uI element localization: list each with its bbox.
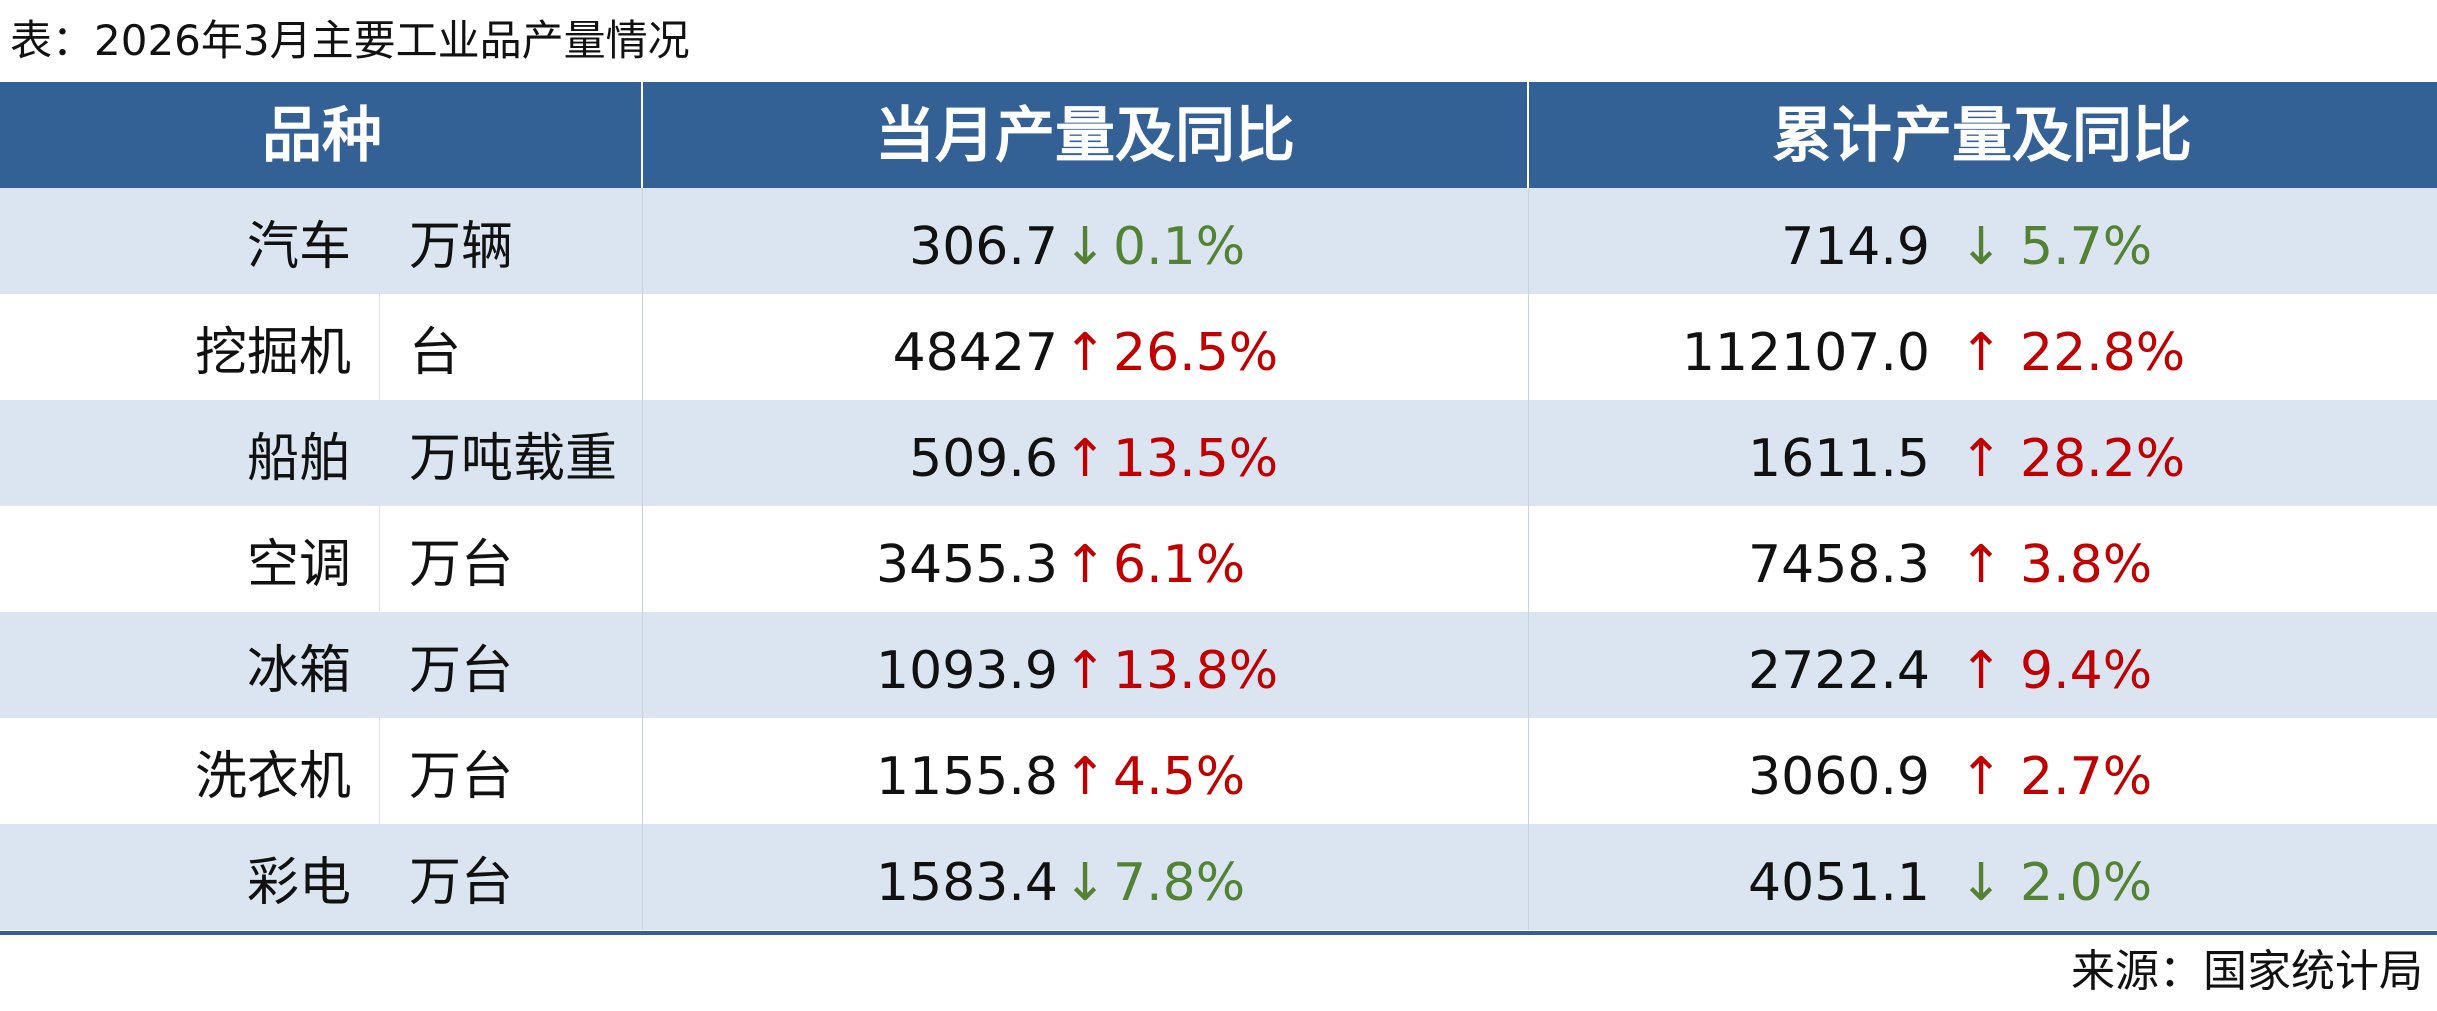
monthly-arrow: ↑ bbox=[1063, 747, 1107, 807]
monthly-arrow: ↓ bbox=[1063, 217, 1107, 277]
cumulative-change: 22.8% bbox=[2020, 323, 2186, 383]
column-divider bbox=[642, 824, 643, 930]
monthly-arrow: ↑ bbox=[1063, 429, 1107, 489]
monthly-change: 4.5% bbox=[1113, 747, 1246, 807]
column-divider bbox=[642, 612, 643, 718]
monthly-arrow: ↑ bbox=[1063, 535, 1107, 595]
cumulative-value: 1611.5 bbox=[1748, 429, 1930, 489]
monthly-change: 13.8% bbox=[1113, 641, 1279, 701]
column-divider bbox=[642, 188, 643, 294]
row-bg bbox=[0, 188, 2437, 294]
header-text: 累计产量及同比 bbox=[1772, 101, 2192, 171]
cumulative-arrow: ↓ bbox=[1959, 853, 2003, 913]
item-name: 挖掘机 bbox=[194, 323, 351, 383]
row-bg bbox=[0, 718, 2437, 824]
column-divider bbox=[379, 294, 380, 400]
cumulative-arrow: ↑ bbox=[1959, 535, 2003, 595]
item-unit: 万吨载重 bbox=[409, 429, 618, 489]
row-bg bbox=[0, 824, 2437, 930]
monthly-change: 7.8% bbox=[1113, 853, 1246, 913]
item-name: 洗衣机 bbox=[194, 747, 351, 807]
table-title: 表：2026年3月主要工业品产量情况 bbox=[10, 16, 690, 65]
cumulative-value: 112107.0 bbox=[1681, 323, 1930, 383]
cumulative-arrow: ↑ bbox=[1959, 429, 2003, 489]
item-name: 空调 bbox=[246, 535, 351, 595]
item-unit: 万台 bbox=[409, 853, 514, 913]
monthly-change: 0.1% bbox=[1113, 217, 1246, 277]
column-divider bbox=[642, 294, 643, 400]
column-divider bbox=[642, 718, 643, 824]
item-unit: 万台 bbox=[409, 641, 514, 701]
item-unit: 台 bbox=[409, 323, 462, 383]
item-name: 汽车 bbox=[246, 217, 351, 277]
row-bg bbox=[0, 400, 2437, 506]
cumulative-arrow: ↑ bbox=[1959, 641, 2003, 701]
bottom-border bbox=[0, 931, 2437, 935]
cumulative-change: 2.0% bbox=[2020, 853, 2153, 913]
cumulative-change: 28.2% bbox=[2020, 429, 2186, 489]
monthly-value: 3455.3 bbox=[876, 535, 1058, 595]
cumulative-arrow: ↑ bbox=[1959, 747, 2003, 807]
column-divider bbox=[1528, 718, 1529, 824]
cumulative-change: 5.7% bbox=[2020, 217, 2153, 277]
monthly-change: 6.1% bbox=[1113, 535, 1246, 595]
column-divider bbox=[1528, 188, 1529, 294]
column-divider bbox=[1528, 400, 1529, 506]
column-divider bbox=[1528, 294, 1529, 400]
item-unit: 万台 bbox=[409, 535, 514, 595]
cumulative-value: 3060.9 bbox=[1748, 747, 1930, 807]
monthly-arrow: ↓ bbox=[1063, 853, 1107, 913]
item-name: 彩电 bbox=[246, 853, 351, 913]
header-text: 当月产量及同比 bbox=[875, 101, 1295, 171]
row-bg bbox=[0, 294, 2437, 400]
cumulative-arrow: ↑ bbox=[1959, 323, 2003, 383]
row-bg bbox=[0, 506, 2437, 612]
cumulative-value: 4051.1 bbox=[1748, 853, 1930, 913]
cumulative-value: 7458.3 bbox=[1748, 535, 1930, 595]
column-divider bbox=[379, 506, 380, 612]
monthly-change: 26.5% bbox=[1113, 323, 1279, 383]
column-divider bbox=[379, 718, 380, 824]
monthly-arrow: ↑ bbox=[1063, 323, 1107, 383]
item-unit: 万辆 bbox=[409, 217, 514, 277]
cumulative-value: 714.9 bbox=[1781, 217, 1930, 277]
header-cell bbox=[0, 82, 641, 188]
source: 来源：国家统计局 bbox=[2071, 946, 2423, 997]
header-text: 品种 bbox=[262, 101, 382, 171]
monthly-value: 306.7 bbox=[909, 217, 1058, 277]
column-divider bbox=[1528, 824, 1529, 930]
item-unit: 万台 bbox=[409, 747, 514, 807]
monthly-value: 48427 bbox=[892, 323, 1058, 383]
cumulative-change: 9.4% bbox=[2020, 641, 2153, 701]
monthly-value: 1583.4 bbox=[876, 853, 1058, 913]
item-name: 冰箱 bbox=[246, 641, 351, 701]
column-divider bbox=[1528, 612, 1529, 718]
item-name: 船舶 bbox=[246, 429, 351, 489]
cumulative-change: 3.8% bbox=[2020, 535, 2153, 595]
row-bg bbox=[0, 612, 2437, 718]
monthly-value: 1155.8 bbox=[876, 747, 1058, 807]
header-cell bbox=[643, 82, 1527, 188]
cumulative-arrow: ↓ bbox=[1959, 217, 2003, 277]
monthly-value: 509.6 bbox=[909, 429, 1058, 489]
monthly-arrow: ↑ bbox=[1063, 641, 1107, 701]
monthly-change: 13.5% bbox=[1113, 429, 1279, 489]
monthly-value: 1093.9 bbox=[876, 641, 1058, 701]
column-divider bbox=[1528, 506, 1529, 612]
column-divider bbox=[642, 400, 643, 506]
header-cell bbox=[1529, 82, 2437, 188]
cumulative-change: 2.7% bbox=[2020, 747, 2153, 807]
column-divider bbox=[642, 506, 643, 612]
cumulative-value: 2722.4 bbox=[1748, 641, 1930, 701]
